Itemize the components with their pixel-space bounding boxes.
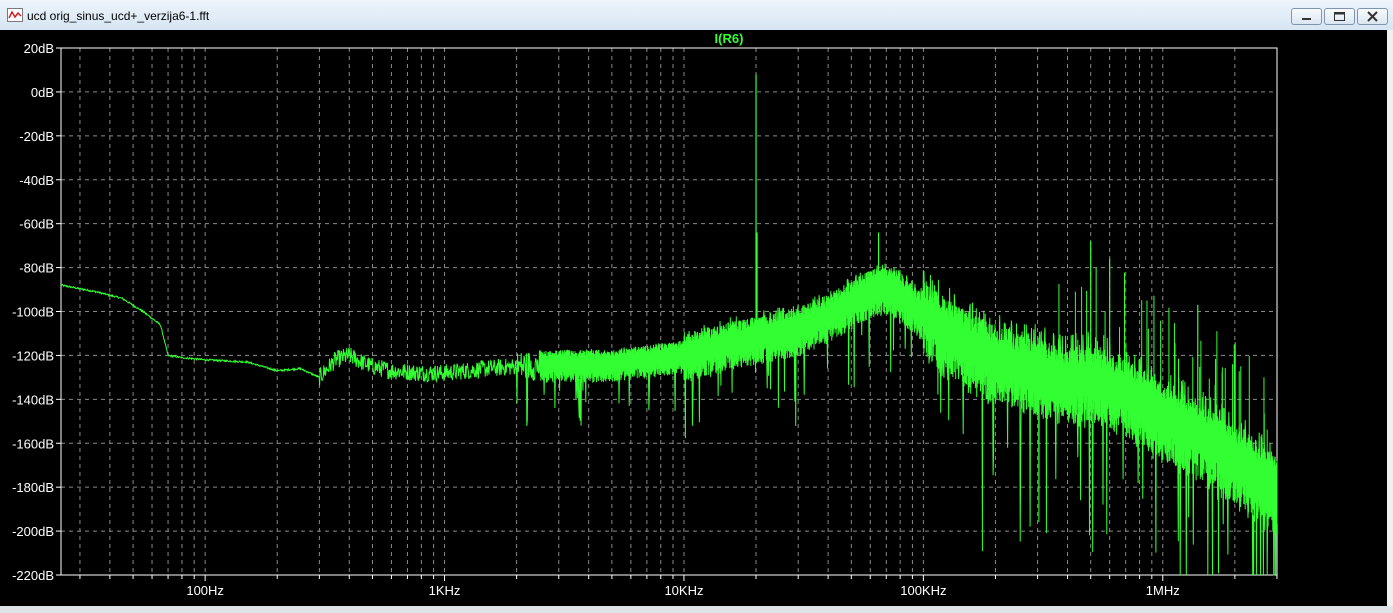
y-tick-label: -60dB [19, 217, 54, 232]
close-icon [1367, 11, 1378, 22]
x-tick-label: 100KHz [900, 583, 946, 598]
y-tick-label: -160dB [12, 436, 54, 451]
plot-frame [60, 47, 1278, 576]
y-tick-label: -40dB [19, 173, 54, 188]
x-tick-label: 1MHz [1146, 583, 1180, 598]
title-bar[interactable]: ucd orig_sinus_ucd+_verzija6-1.fft [0, 0, 1393, 31]
y-tick-label: -100dB [12, 305, 54, 320]
plot-pane[interactable]: 20dB 0dB -20dB -40dB -60dB -80dB -100dB -120dB -… [0, 30, 1393, 607]
maximize-icon [1334, 12, 1345, 21]
waveform-app-icon [7, 8, 23, 22]
fft-chart[interactable]: 20dB 0dB -20dB -40dB -60dB -80dB -100dB -120dB -… [0, 30, 1387, 607]
y-tick-label: 20dB [24, 41, 54, 56]
maximize-button[interactable] [1324, 8, 1355, 25]
minimize-button[interactable] [1291, 8, 1322, 25]
y-tick-label: -220dB [12, 568, 54, 583]
window-border [1387, 30, 1393, 607]
trace-title: I(R6) [715, 31, 744, 46]
minimize-icon [1302, 18, 1311, 20]
y-tick-label: 0dB [31, 85, 54, 100]
y-tick-label: -180dB [12, 480, 54, 495]
status-strip [0, 606, 1393, 613]
y-tick-label: -20dB [19, 129, 54, 144]
y-tick-label: -80dB [19, 261, 54, 276]
y-tick-label: -200dB [12, 524, 54, 539]
y-tick-label: -120dB [12, 348, 54, 363]
window-title: ucd orig_sinus_ucd+_verzija6-1.fft [27, 9, 210, 23]
y-tick-label: -140dB [12, 392, 54, 407]
x-tick-label: 1KHz [429, 583, 461, 598]
close-button[interactable] [1357, 8, 1388, 25]
x-tick-label: 100Hz [186, 583, 224, 598]
x-tick-label: 10KHz [664, 583, 703, 598]
